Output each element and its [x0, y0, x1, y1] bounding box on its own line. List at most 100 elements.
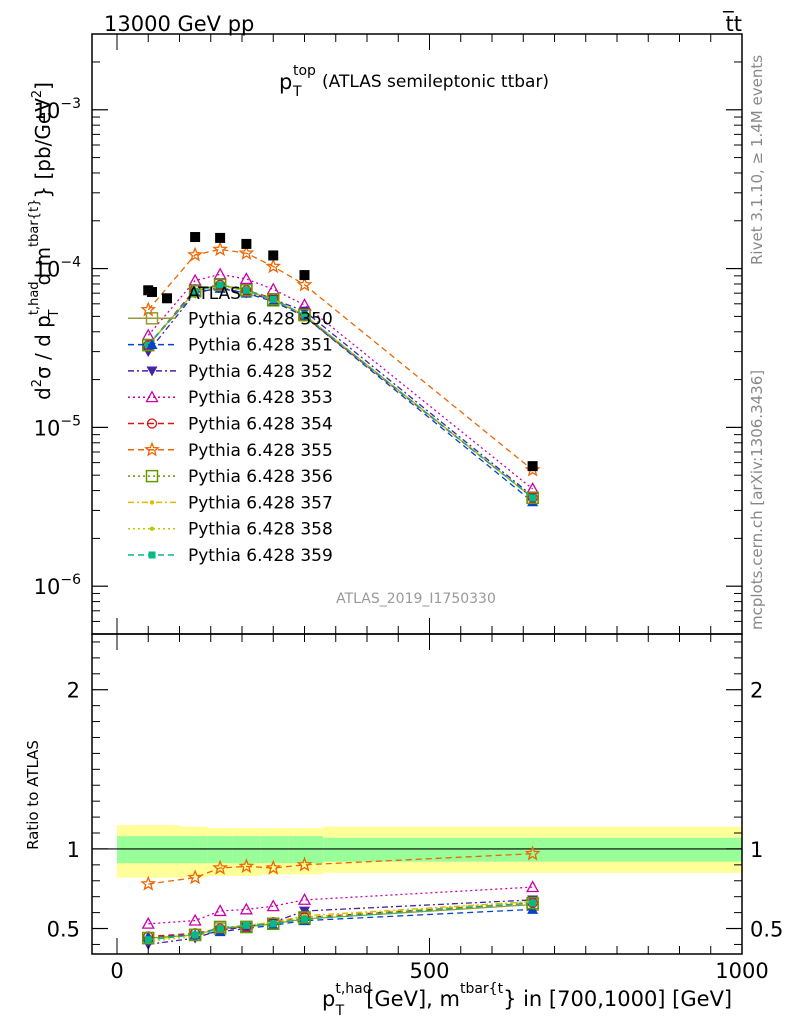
header-process: t̅t — [723, 10, 742, 36]
ratio-series-point-359 — [269, 920, 277, 928]
main-series-point-355 — [187, 246, 204, 262]
legend-marker-357 — [149, 500, 155, 505]
atlas-data-point — [299, 270, 310, 281]
main-series-point-356 — [298, 308, 311, 322]
ratio-series-line-355 — [148, 853, 533, 885]
plot-title-subscript: T — [292, 84, 302, 100]
legend-label-359: Pythia 6.428 359 — [188, 546, 333, 566]
ratio-series-point-359 — [144, 936, 152, 944]
ratio-series-point-356 — [298, 911, 311, 924]
ratio-y-tick-label: 1 — [67, 838, 80, 862]
main-series-point-353 — [213, 267, 227, 280]
legend-label-358: Pythia 6.428 358 — [188, 520, 333, 540]
ratio-series-point-353 — [213, 904, 227, 917]
ratio-plot-frame — [91, 633, 743, 955]
ratio-series-point-356 — [142, 931, 155, 945]
x-axis-label: pt,had T [GeV], mtbar{t} in [700,1000] [Ge… — [322, 981, 732, 1019]
main-series-point-359 — [529, 494, 537, 502]
ratio-series-point-355 — [296, 856, 313, 872]
legend-label-351: Pythia 6.428 351 — [188, 336, 333, 356]
legend-label-356: Pythia 6.428 356 — [188, 467, 333, 487]
ratio-band-inner — [260, 836, 289, 864]
main-series-point-354 — [214, 279, 226, 290]
ratio-panel: 0.5 0.5 1 1 2 2 0 500 1000 Ratio to ATLAS pt,had… — [24, 633, 783, 1019]
main-series-point-356 — [267, 293, 280, 306]
ratio-uncertainty-bands — [117, 825, 742, 878]
header-collision: 13000 GeV pp — [104, 12, 254, 36]
main-series-point-355 — [238, 244, 255, 260]
ratio-band-inner — [323, 837, 742, 862]
main-series-point-359 — [216, 281, 224, 289]
main-series — [140, 241, 541, 507]
ratio-y-axis-label: Ratio to ATLAS — [24, 740, 42, 850]
plot-title-symbol: p — [279, 70, 292, 94]
ratio-y-tick-label: 0.5 — [47, 918, 80, 942]
x-tick-label: 500 — [409, 959, 449, 983]
ratio-series-point-356 — [240, 920, 253, 934]
analysis-watermark: ATLAS_2019_I1750330 — [336, 591, 496, 607]
ratio-band-inner — [232, 836, 261, 864]
main-series-point-355 — [265, 258, 282, 274]
legend-label-354: Pythia 6.428 354 — [188, 415, 333, 435]
plot-title-superscript: top — [293, 63, 316, 79]
main-series-point-353 — [266, 282, 280, 295]
ratio-series-point-355 — [140, 875, 157, 891]
atlas-data-point — [162, 293, 172, 304]
legend-label-352: Pythia 6.428 352 — [188, 362, 333, 382]
main-series-line-355 — [147, 248, 534, 471]
main-ticks: 10−6 10−5 10−4 10−3 — [34, 33, 743, 635]
ratio-y-tick-label-right: 2 — [750, 679, 763, 703]
atlas-data-point — [241, 238, 252, 249]
legend-marker-atlas — [147, 287, 157, 297]
atlas-data-point — [215, 232, 226, 243]
main-plot-frame — [91, 33, 743, 635]
legend-marker-358 — [149, 526, 155, 531]
atlas-data-point — [527, 461, 538, 472]
legend-marker-356 — [145, 469, 159, 483]
x-tick-label: 0 — [110, 959, 123, 983]
ratio-ticks: 0.5 0.5 1 1 2 2 0 500 1000 — [47, 634, 783, 983]
main-series-point-355 — [296, 276, 313, 292]
legend-marker-351 — [146, 339, 158, 349]
main-series-point-359 — [269, 295, 277, 303]
ratio-series-point-355 — [187, 869, 204, 885]
main-series-point-352 — [142, 347, 154, 358]
ratio-series-point-353 — [141, 916, 155, 929]
legend-marker-359 — [148, 551, 156, 559]
legend-label-353: Pythia 6.428 353 — [188, 388, 333, 408]
legend-marker-350 — [145, 312, 159, 325]
legend: ATLAS Pythia 6.428 350 Pythia 6.428 351 Pyt… — [128, 284, 333, 566]
main-series-point-356 — [526, 491, 539, 505]
ratio-series-point-355 — [265, 859, 282, 875]
legend-marker-354 — [146, 418, 158, 429]
ratio-series-line-353 — [148, 886, 533, 925]
main-y-tick-label: 10−3 — [34, 96, 81, 123]
plot-title-text: (ATLAS semileptonic ttbar) — [322, 72, 549, 92]
ratio-band-inner — [207, 836, 233, 864]
atlas-data-point — [190, 232, 201, 243]
main-y-tick-label: 10−5 — [34, 413, 81, 440]
ratio-series-point-359 — [301, 915, 308, 923]
ratio-series-line-352 — [148, 899, 533, 946]
main-series-point-359 — [242, 286, 250, 294]
legend-label-355: Pythia 6.428 355 — [188, 441, 333, 461]
legend-label-350: Pythia 6.428 350 — [188, 309, 333, 329]
main-series-point-356 — [213, 278, 227, 292]
ratio-series-point-359 — [216, 925, 224, 933]
ratio-series-point-355 — [238, 858, 255, 874]
x-tick-label: 1000 — [715, 959, 768, 983]
ratio-series-point-359 — [191, 931, 199, 939]
ratio-series-point-359 — [529, 899, 537, 907]
ratio-series-point-353 — [297, 893, 312, 905]
ratio-y-tick-label: 2 — [67, 679, 80, 703]
legend-marker-355 — [144, 441, 160, 457]
ratio-band-inner — [288, 836, 324, 864]
ratio-series-point-359 — [242, 921, 250, 929]
main-series-point-356 — [240, 284, 253, 297]
main-y-tick-label: 10−4 — [34, 255, 81, 282]
legend-marker-353 — [145, 390, 159, 403]
ratio-band-inner — [117, 836, 180, 864]
ratio-series-point-356 — [213, 920, 227, 934]
main-series-point-354 — [241, 285, 252, 296]
